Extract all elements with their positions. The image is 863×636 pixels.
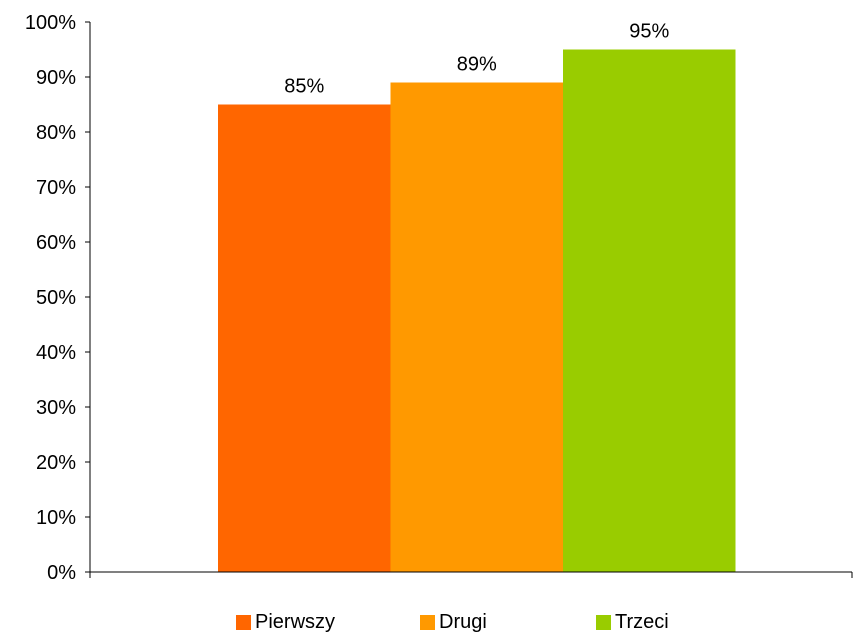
bar-trzeci <box>563 49 736 572</box>
bar-drugi <box>390 82 563 572</box>
legend-swatch-trzeci <box>596 614 611 630</box>
y-tick-label-10: 10% <box>36 507 76 529</box>
y-tick-label-50: 50% <box>36 287 76 309</box>
axes-layer: 0% 10% 20% 30% 40% 50% 60% 70% 80% 90% 100% <box>25 12 853 584</box>
legend-item-trzeci: Trzeci <box>596 609 669 635</box>
legend-swatch-drugi <box>420 614 435 630</box>
data-label-pierwszy: 85% <box>284 76 324 98</box>
legend-item-pierwszy: Pierwszy <box>236 609 335 635</box>
y-tick-label-40: 40% <box>36 342 76 364</box>
y-tick-label-30: 30% <box>36 397 76 419</box>
y-tick-label-70: 70% <box>36 177 76 199</box>
legend-swatch-pierwszy <box>236 614 251 630</box>
legend-item-drugi: Drugi <box>420 609 487 635</box>
y-tick-label-100: 100% <box>25 12 76 34</box>
legend-label-pierwszy: Pierwszy <box>255 611 336 633</box>
bar-pierwszy <box>218 104 391 572</box>
legend-label-trzeci: Trzeci <box>615 611 669 633</box>
y-tick-label-80: 80% <box>36 122 76 144</box>
y-tick-label-90: 90% <box>36 67 76 89</box>
y-tick-label-20: 20% <box>36 452 76 474</box>
legend-label-drugi: Drugi <box>439 611 487 633</box>
y-tick-label-0: 0% <box>47 562 76 584</box>
data-label-trzeci: 95% <box>629 21 669 43</box>
chart-legend: Pierwszy Drugi Trzeci <box>0 609 863 635</box>
y-tick-label-60: 60% <box>36 232 76 254</box>
data-label-drugi: 89% <box>457 54 497 76</box>
data-labels-layer: 85% 89% 95% <box>284 21 669 98</box>
bars-layer <box>218 49 736 572</box>
